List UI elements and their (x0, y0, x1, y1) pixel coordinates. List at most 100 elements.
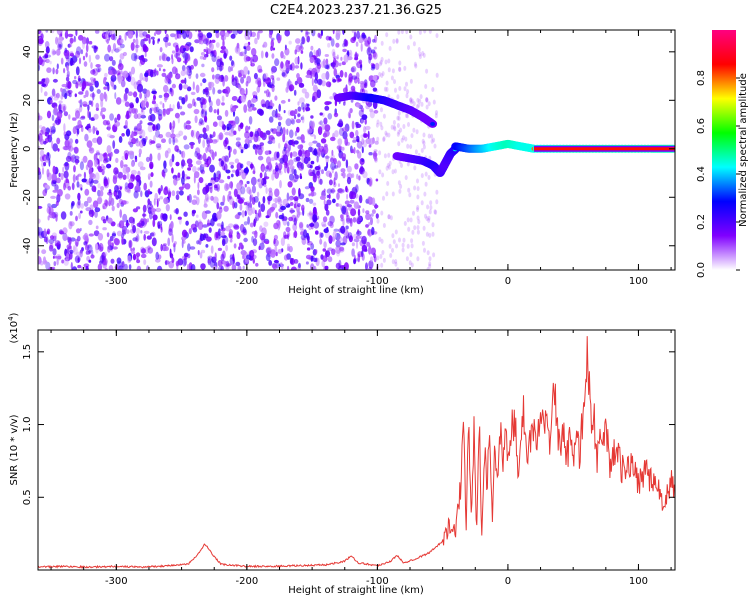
noise-speckle (431, 87, 435, 92)
noise-speckle (272, 47, 276, 51)
noise-speckle (96, 136, 103, 145)
noise-speckle (357, 229, 360, 235)
noise-speckle (249, 222, 254, 228)
noise-speckle (41, 83, 47, 87)
noise-speckle (264, 240, 270, 245)
noise-speckle (123, 150, 130, 157)
noise-speckle (43, 140, 47, 145)
noise-speckle (44, 260, 48, 264)
noise-speckle (416, 229, 420, 235)
noise-speckle (83, 94, 86, 99)
noise-speckle (355, 41, 359, 47)
noise-speckle (175, 161, 180, 167)
noise-speckle (246, 45, 251, 51)
noise-speckle (428, 263, 432, 269)
noise-speckle (152, 214, 158, 221)
noise-speckle (359, 80, 366, 85)
noise-speckle (326, 199, 332, 206)
noise-speckle (288, 159, 294, 166)
noise-speckle (136, 113, 142, 120)
noise-speckle (81, 266, 84, 270)
noise-speckle (206, 197, 209, 203)
noise-speckle (331, 48, 336, 57)
noise-speckle (289, 208, 295, 214)
noise-speckle (271, 173, 275, 181)
noise-speckle (63, 235, 69, 241)
noise-speckle (78, 104, 83, 113)
noise-speckle (171, 153, 175, 163)
noise-speckle (175, 52, 178, 60)
noise-speckle (102, 30, 105, 37)
noise-speckle (427, 218, 431, 223)
noise-speckle (291, 187, 296, 196)
noise-speckle (113, 148, 120, 154)
noise-speckle (365, 213, 371, 221)
noise-speckle (95, 244, 99, 254)
noise-speckle (146, 235, 152, 240)
noise-speckle (270, 128, 274, 132)
noise-speckle (136, 206, 141, 210)
noise-speckle (120, 70, 123, 75)
noise-speckle (246, 202, 250, 207)
noise-speckle (428, 232, 432, 238)
noise-speckle (218, 132, 224, 141)
noise-speckle (220, 34, 227, 41)
noise-speckle (69, 211, 73, 216)
noise-speckle (165, 131, 172, 138)
noise-speckle (120, 79, 126, 88)
noise-speckle (214, 30, 219, 34)
noise-speckle (75, 66, 80, 76)
noise-speckle (79, 210, 83, 214)
noise-speckle (312, 214, 318, 223)
noise-speckle (45, 152, 51, 161)
noise-speckle (127, 91, 133, 96)
noise-speckle (253, 196, 259, 203)
noise-speckle (308, 193, 312, 197)
noise-speckle (335, 262, 341, 270)
noise-speckle (236, 182, 243, 191)
noise-speckle (382, 223, 386, 228)
noise-speckle (55, 177, 61, 184)
noise-speckle (272, 78, 275, 86)
noise-speckle (60, 211, 67, 220)
noise-speckle (164, 150, 169, 159)
noise-speckle (351, 66, 357, 73)
noise-speckle (162, 213, 168, 222)
noise-speckle (203, 115, 208, 123)
noise-speckle (425, 68, 429, 74)
noise-speckle (63, 123, 66, 133)
noise-speckle (291, 151, 298, 157)
noise-speckle (301, 150, 307, 155)
noise-speckle (310, 115, 314, 119)
spectrogram-x-ticks: -300 -200 -100 0 100 (50, 30, 672, 287)
noise-speckle (220, 45, 226, 51)
noise-speckle (78, 91, 84, 95)
noise-speckle (289, 129, 294, 139)
noise-speckle (159, 47, 163, 53)
noise-speckle (305, 261, 309, 265)
noise-speckle (228, 223, 234, 228)
noise-speckle (270, 157, 275, 162)
noise-speckle (380, 40, 384, 46)
noise-speckle (221, 102, 225, 106)
noise-speckle (285, 118, 292, 127)
noise-speckle (367, 228, 371, 236)
noise-speckle (93, 186, 97, 193)
noise-speckle (156, 70, 159, 76)
noise-speckle (283, 164, 287, 174)
noise-speckle (127, 182, 134, 190)
noise-speckle (357, 251, 363, 258)
noise-speckle (40, 59, 45, 67)
noise-speckle (203, 198, 207, 206)
noise-speckle (305, 31, 310, 35)
noise-speckle (185, 124, 192, 130)
noise-speckle (88, 147, 93, 152)
noise-speckle (409, 34, 413, 40)
y-tick-label: 20 (22, 94, 33, 107)
noise-speckle (380, 73, 384, 78)
noise-speckle (285, 63, 291, 72)
noise-speckle (238, 198, 244, 204)
noise-speckle (367, 36, 372, 45)
colorbar-tick-label: 0.4 (696, 166, 707, 182)
noise-speckle (346, 214, 350, 223)
